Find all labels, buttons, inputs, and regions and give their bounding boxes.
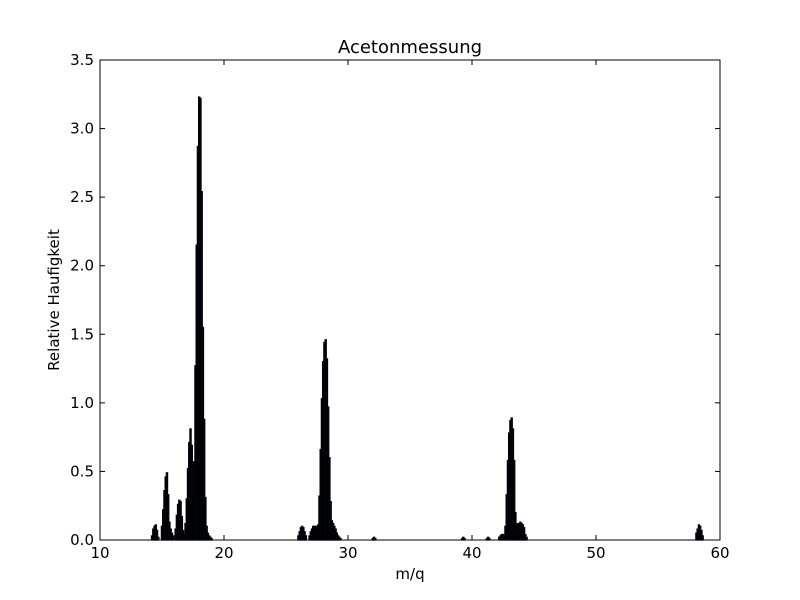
x-tick-label: 10: [90, 544, 109, 562]
x-tick-label: 60: [710, 544, 729, 562]
bar: [701, 535, 704, 541]
y-tick-label: 0.0: [70, 531, 94, 549]
x-tick-label: 30: [338, 544, 357, 562]
x-tick-label: 40: [462, 544, 481, 562]
y-tick-label: 3.5: [70, 51, 94, 69]
y-tick-label: 0.5: [70, 462, 94, 480]
y-tick-label: 1.0: [70, 394, 94, 412]
x-axis-label: m/q: [395, 565, 424, 583]
y-tick-label: 2.0: [70, 257, 94, 275]
y-tick-label: 3.0: [70, 120, 94, 138]
x-tick-label: 50: [586, 544, 605, 562]
plot-frame: [99, 59, 721, 541]
y-tick-label: 2.5: [70, 188, 94, 206]
y-ticks-group: 0.0 0.5 1.0 1.5 2.0 2.5 3.0 3.5: [70, 51, 720, 549]
chart-title: Acetonmessung: [338, 37, 482, 58]
y-axis-label: Relative Haufigkeit: [45, 229, 63, 371]
y-tick-label: 1.5: [70, 325, 94, 343]
x-ticks-group: 10 20 30 40 50 60: [90, 60, 730, 562]
bar: [171, 535, 175, 541]
x-tick-label: 20: [214, 544, 233, 562]
bar: [304, 535, 308, 541]
